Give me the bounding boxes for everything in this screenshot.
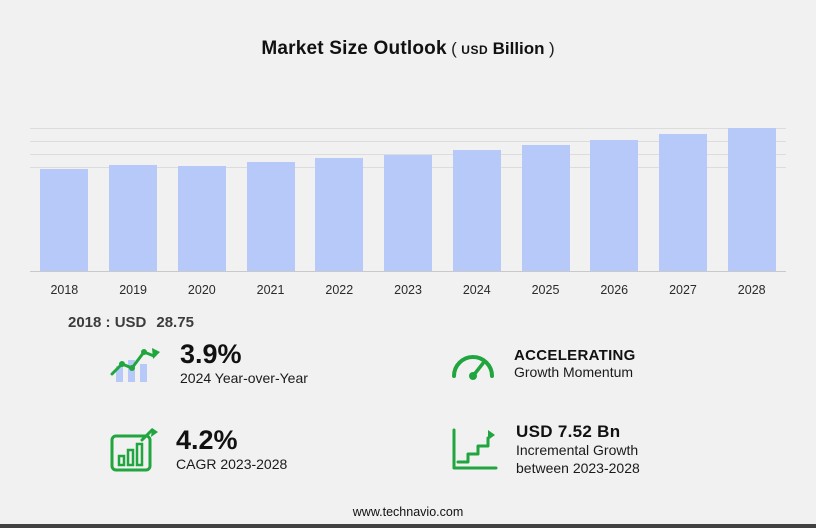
cagr-caption: CAGR 2023-2028 [176, 455, 288, 472]
stat-text: USD 7.52 Bn Incremental Growth between 2… [516, 422, 640, 477]
yoy-value: 3.9% [180, 339, 242, 370]
bar-column: 2023 [374, 126, 443, 297]
bar [452, 150, 501, 271]
bar [590, 140, 639, 271]
bar [658, 134, 707, 271]
bar-year-label: 2026 [600, 283, 629, 297]
bar-column: 2025 [511, 126, 580, 297]
title-unit: Billion [492, 39, 545, 58]
stats-grid: 3.9% 2024 Year-over-Year ACCELERATING Gr… [108, 340, 788, 477]
bar-chart: 2018 2019 2020 2021 2022 2023 2024 2025 2026 2027… [30, 126, 786, 297]
bar-year-label: 2025 [531, 283, 560, 297]
bar-column: 2028 [717, 126, 786, 297]
bar-column: 2027 [649, 126, 718, 297]
bar [315, 158, 364, 271]
footer-accent-bar [0, 524, 816, 528]
momentum-caption: Growth Momentum [514, 363, 634, 380]
title-paren-close: ) [549, 39, 555, 58]
yoy-bar-chart-icon [108, 340, 164, 388]
bar-year-label: 2018 [50, 283, 79, 297]
base-year-annotation: 2018 : USD 28.75 [68, 314, 194, 331]
stat-growth-momentum: ACCELERATING Growth Momentum [448, 340, 788, 388]
bar-year-label: 2020 [187, 283, 216, 297]
base-year-label: 2018 : USD [68, 314, 147, 331]
bar-year-label: 2022 [325, 283, 354, 297]
bar-year-label: 2023 [394, 283, 422, 297]
bar-year-label: 2024 [462, 283, 491, 297]
bar [727, 128, 776, 271]
bar-year-label: 2028 [737, 283, 766, 297]
speedometer-icon [448, 346, 498, 382]
gridline [30, 141, 786, 142]
base-year-value: 28.75 [156, 314, 194, 331]
stat-text: 4.2% CAGR 2023-2028 [176, 424, 288, 473]
bar [109, 165, 158, 271]
title-paren-open: ( [451, 39, 457, 58]
bar-column: 2024 [442, 126, 511, 297]
bar-year-label: 2027 [669, 283, 697, 297]
momentum-heading: ACCELERATING [514, 346, 636, 364]
bar-column: 2019 [99, 126, 168, 297]
bar [40, 169, 89, 271]
bar-column: 2020 [167, 126, 236, 297]
bar-column: 2022 [305, 126, 374, 297]
bars: 2018 2019 2020 2021 2022 2023 2024 2025 2026 2027… [30, 126, 786, 297]
gridline [30, 128, 786, 129]
bar-column: 2026 [580, 126, 649, 297]
incremental-caption-line1: Incremental Growth [516, 442, 639, 458]
gridline [30, 154, 786, 155]
footer-url: www.technavio.com [352, 505, 464, 519]
stat-text: ACCELERATING Growth Momentum [514, 347, 636, 382]
stat-text: 3.9% 2024 Year-over-Year [180, 340, 308, 387]
cagr-value: 4.2% [176, 424, 238, 455]
bar-column: 2018 [30, 126, 99, 297]
cagr-chart-icon [108, 426, 160, 474]
title-currency: USD [461, 43, 489, 57]
title-text: Market Size Outlook [261, 38, 447, 59]
bar-column: 2021 [236, 126, 305, 297]
bar-year-label: 2019 [119, 283, 147, 297]
bar [177, 166, 226, 271]
incremental-growth-icon [448, 426, 500, 474]
stat-yoy-growth: 3.9% 2024 Year-over-Year [108, 340, 448, 388]
stat-incremental-growth: USD 7.52 Bn Incremental Growth between 2… [448, 422, 788, 477]
bar [384, 155, 433, 271]
bar [521, 145, 570, 271]
bar-year-label: 2021 [256, 283, 285, 297]
bar [246, 162, 295, 271]
incremental-heading: USD 7.52 Bn [516, 422, 621, 441]
stat-cagr: 4.2% CAGR 2023-2028 [108, 422, 448, 477]
incremental-caption-line2: between 2023-2028 [516, 459, 640, 476]
page-title: Market Size Outlook ( USD Billion ) [0, 38, 816, 60]
yoy-caption: 2024 Year-over-Year [180, 370, 308, 387]
